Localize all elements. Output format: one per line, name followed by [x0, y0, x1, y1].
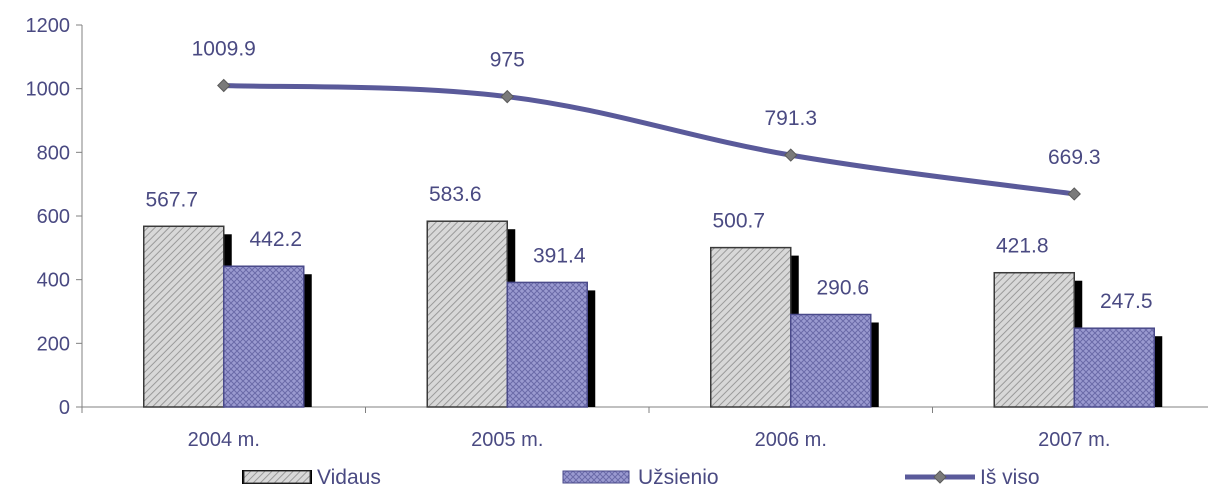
y-tick-label: 600 [37, 206, 70, 228]
bar-užsienio [506, 281, 588, 408]
x-tick-label: 2007 m. [1038, 429, 1110, 451]
y-tick-label: 1200 [26, 15, 71, 37]
bar-vidaus [993, 271, 1075, 408]
line-layer [217, 78, 1081, 201]
y-tick-label: 800 [37, 142, 70, 164]
data-label: 421.8 [996, 235, 1049, 258]
data-label: 442.2 [249, 228, 302, 251]
data-label: 500.7 [712, 210, 765, 233]
data-label: 290.6 [816, 276, 869, 299]
series-line-total [223, 83, 1075, 197]
line-data-label: 1009.9 [192, 38, 256, 61]
y-tick-label: 0 [59, 397, 70, 419]
bar-užsienio [790, 313, 872, 408]
data-label: 567.7 [145, 188, 198, 211]
line-point-marker [784, 148, 798, 162]
line-point-marker [1067, 187, 1081, 201]
data-label: 583.6 [429, 183, 482, 206]
y-tick-label: 1000 [26, 79, 71, 101]
axes: 0 200 400 600 800 1000 1200 2004 m. 2005 m. 2006 … [26, 15, 1208, 451]
legend: Vidaus Užsienio Iš viso [242, 466, 1040, 489]
x-tick-label: 2004 m. [188, 429, 260, 451]
bars [143, 220, 1163, 408]
y-tick-label: 200 [37, 333, 70, 355]
x-tick-label: 2005 m. [471, 429, 543, 451]
x-tick-label: 2006 m. [755, 429, 827, 451]
legend-diamond-marker [933, 470, 947, 484]
line-data-label: 669.3 [1048, 146, 1101, 169]
line-point-marker [217, 78, 231, 93]
legend-label: Užsienio [638, 466, 719, 489]
legend-label: Iš viso [980, 466, 1040, 489]
legend-swatch-užsienio [562, 470, 630, 484]
legend-swatch-vidaus [243, 470, 311, 484]
labels: 567.7 442.2 583.6 391.4 500.7 290.6 421.8 247.5… [145, 38, 1152, 314]
legend-label: Vidaus [317, 466, 381, 489]
bar-vidaus [710, 246, 792, 408]
data-label: 247.5 [1100, 290, 1153, 313]
line-data-label: 791.3 [764, 107, 817, 130]
bar-vidaus [426, 220, 508, 408]
line-point-marker [500, 89, 514, 104]
bar-užsienio [223, 265, 305, 408]
line-data-label: 975 [490, 49, 525, 72]
bar-vidaus [143, 225, 225, 408]
y-tick-label: 400 [37, 270, 70, 292]
bar-užsienio [1073, 327, 1155, 408]
data-label: 391.4 [533, 244, 586, 267]
